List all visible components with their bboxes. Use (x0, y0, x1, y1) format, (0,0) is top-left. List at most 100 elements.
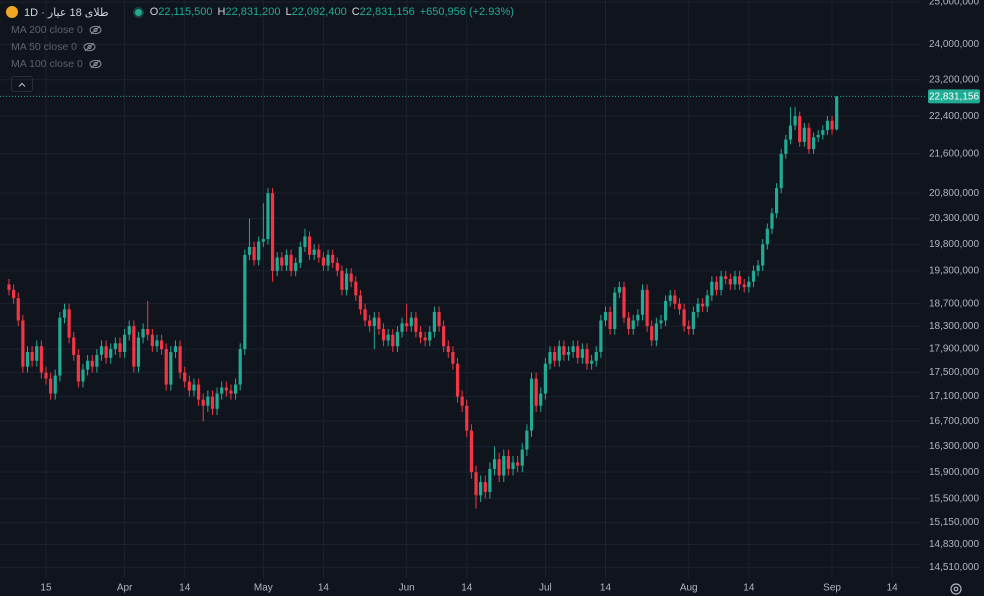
settings-button[interactable] (949, 582, 963, 596)
y-tick-label: 21,600,000 (929, 149, 979, 160)
ohlc-item: C22,831,156 (352, 6, 415, 18)
candle-body (136, 337, 141, 367)
candle-body (25, 352, 30, 367)
candle-body (141, 328, 145, 338)
y-tick-label: 23,200,000 (929, 74, 979, 85)
candle-body (35, 346, 39, 361)
candle-body (539, 393, 543, 406)
ohlc-label: L (285, 6, 292, 18)
candle-body (525, 430, 529, 450)
indicator[interactable]: MA 50 close 0 (11, 41, 96, 53)
candle-body (86, 360, 90, 370)
candle-body (516, 462, 520, 466)
candle-body (261, 239, 265, 242)
candle-body (187, 381, 191, 391)
candle-body (164, 349, 168, 385)
candle-body (511, 462, 515, 469)
candle-body (118, 343, 122, 353)
indicator[interactable]: MA 100 close 0 (11, 58, 102, 70)
candle-body (44, 372, 48, 379)
candle-body (400, 323, 404, 332)
candle-body (710, 281, 714, 296)
y-tick-label: 20,800,000 (929, 188, 979, 199)
x-tick-label: May (254, 583, 273, 594)
candle-body (492, 459, 497, 469)
candle-body (659, 320, 663, 324)
candle-body (372, 317, 376, 327)
candle-body (146, 328, 150, 335)
candle-body (798, 116, 802, 142)
candle-body (474, 472, 478, 496)
candle-body (506, 455, 510, 469)
candle-body (673, 295, 677, 304)
candle-body (391, 334, 395, 347)
y-tick-label: 19,800,000 (929, 239, 979, 250)
candle-body (553, 352, 557, 361)
candle-body (72, 337, 76, 355)
candle-body (344, 273, 349, 290)
candle-body (728, 278, 732, 285)
candle-body (811, 137, 816, 150)
candle-body (714, 281, 719, 290)
candle-body (233, 384, 238, 394)
candle-body (229, 390, 233, 394)
candle-body (381, 328, 386, 341)
candle-body (95, 354, 99, 367)
candle-body (622, 287, 626, 318)
candle-body (368, 320, 372, 327)
hidden-icon[interactable] (89, 25, 102, 35)
candle-body (816, 134, 820, 138)
candle-body (599, 320, 603, 353)
ohlc-item: H22,831,200 (218, 6, 281, 18)
candle-body (664, 300, 668, 321)
candle-body (169, 352, 173, 385)
candle-body (465, 405, 469, 431)
candle-body (284, 254, 289, 266)
x-tick-label: Jun (399, 583, 415, 594)
candle-body (590, 360, 594, 364)
candle-body (150, 334, 154, 347)
candle-body (691, 312, 695, 329)
collapse-button[interactable] (11, 76, 33, 92)
candle-body (742, 284, 746, 288)
candle-body (502, 455, 506, 476)
candle-body (765, 228, 769, 245)
candle-body (576, 346, 580, 358)
candle-body (548, 352, 552, 364)
candle-body (178, 346, 182, 373)
candle-body (418, 331, 423, 338)
last-price-label: 22,831,156 (929, 91, 979, 102)
candle-body (270, 193, 275, 271)
candle-body (58, 317, 62, 376)
candle-body (76, 354, 80, 382)
candle-body (210, 396, 215, 409)
x-tick-label: 14 (318, 583, 330, 594)
candle-body (677, 303, 682, 310)
candle-body (566, 352, 571, 355)
candle-body (761, 244, 765, 266)
hidden-icon[interactable] (89, 59, 102, 69)
candle-body (479, 482, 483, 496)
ohlc-value: 22,115,500 (158, 6, 213, 18)
y-tick-label: 17,500,000 (929, 367, 979, 378)
candle-body (132, 326, 136, 367)
candle-body (386, 334, 390, 341)
candle-body (123, 334, 127, 353)
candle-body (529, 378, 534, 431)
candle-body (719, 276, 723, 290)
symbol-title[interactable]: طلای 18 عیار · 1D (24, 6, 109, 19)
candle-body (483, 482, 487, 492)
candle-body (770, 213, 774, 229)
candle-body (252, 246, 256, 261)
market-status (134, 8, 142, 16)
indicator[interactable]: MA 200 close 0 (11, 24, 102, 36)
candle-body (733, 276, 737, 285)
candle-body (173, 346, 178, 353)
candle-body (113, 343, 117, 350)
price-change: +650,956 (+2.93%) (419, 6, 514, 18)
candle-body (825, 120, 830, 131)
hidden-icon[interactable] (83, 42, 96, 52)
candle-body (238, 349, 242, 385)
y-tick-label: 15,500,000 (929, 493, 979, 504)
candle-body (224, 387, 228, 391)
